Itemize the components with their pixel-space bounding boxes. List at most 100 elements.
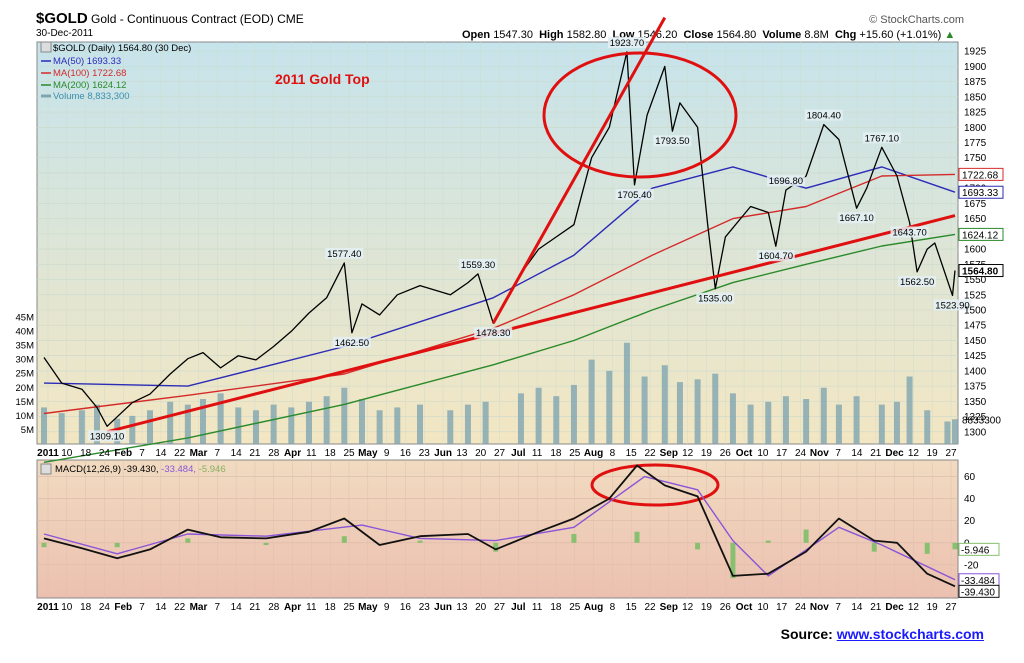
macd-panel [36,459,959,599]
x-tick-label: Feb [114,448,132,459]
macd-histogram-bar [803,529,809,543]
volume-tick-label: 45M [16,312,35,323]
x-tick-label: 2011 [37,448,59,459]
value-tag: 1693.33 [962,188,999,199]
volume-bar [641,376,648,444]
legend-ma50: MA(50) 1693.33 [53,56,121,67]
close-label: Close [683,29,714,41]
volume-bar [482,401,489,444]
macd-x-tick-label: 14 [231,602,243,613]
volume-bar [661,365,668,444]
macd-x-tick-label: 17 [776,602,788,613]
data-label: 1523.90 [935,300,969,311]
macd-histogram-bar [634,531,640,543]
chg-label: Chg [834,29,857,41]
trend-line [106,214,956,434]
volume-tick-label: 35M [16,341,35,352]
volume-bar [570,384,577,444]
x-tick-label: 21 [249,448,261,459]
volume-tick-label: 30M [16,355,35,366]
x-tick-label: 28 [268,448,280,459]
x-tick-label: 24 [795,448,807,459]
volume-bar [944,421,951,444]
source-label: Source: [780,626,833,642]
macd-x-tick-label: May [358,602,378,613]
macd-x-tick-label: 13 [456,602,468,613]
macd-histogram-bar [41,542,47,548]
data-label: 1705.40 [617,190,651,201]
volume-bar [341,387,348,444]
price-tick-label: 1650 [964,214,987,225]
data-label: 1767.10 [865,133,899,144]
data-label: 1793.50 [655,136,689,147]
volume-tick-label: 15M [16,397,35,408]
ma50-line [43,166,956,387]
annotation-title: 2011 Gold Top [275,71,370,87]
macd-x-tick-label: 15 [626,602,638,613]
data-label-bg [890,226,929,238]
x-tick-label: 9 [384,448,390,459]
data-label-bg [862,132,901,144]
macd-x-tick-label: 28 [268,602,280,613]
volume-bar [765,401,772,444]
volume-bar [952,419,958,444]
volume-bar [93,404,100,444]
price-tick-label: 1375 [964,382,987,393]
data-label: 1462.50 [335,338,369,349]
panel-menu-icon[interactable] [40,41,52,53]
data-label: 1923.70 [610,38,644,49]
macd-x-tick-label: Dec [885,602,904,613]
data-label-bg [696,292,735,304]
price-tick-label: 1500 [964,306,987,317]
volume-value-tag: 8833300 [962,415,1001,426]
x-tick-label: 22 [644,448,656,459]
macd-histogram-bar [695,542,701,550]
volume-bar [694,379,701,444]
volume-value: 8.8M [804,29,829,41]
volume-bar [924,410,931,444]
macd-x-tick-label: 7 [215,602,221,613]
x-tick-label: 10 [61,448,73,459]
open-value: 1547.30 [493,29,533,41]
volume-bar [835,404,842,444]
source-link[interactable]: www.stockcharts.com [836,626,984,642]
value-tag-box [958,185,1004,199]
macd-x-tick-label: 19 [701,602,713,613]
ma100-line [43,173,956,415]
x-tick-label: May [358,448,378,459]
price-tick-label: 1400 [964,366,987,377]
symbol-description: Gold - Continuous Contract (EOD) [91,12,274,26]
value-tag: 1722.68 [962,170,999,181]
x-tick-label: Sep [660,448,678,459]
data-label: 1696.80 [769,176,803,187]
macd-x-tick-label: 25 [343,602,355,613]
high-value: 1582.80 [566,29,607,41]
macd-histogram-bar [341,536,347,543]
legend-macd: MACD(12,26,9) -39.430, -33.484, -5.946 [55,464,226,475]
price-tick-label: 1675 [964,199,987,210]
x-tick-label: 12 [908,448,920,459]
volume-bar [288,407,295,444]
macd-x-tick-label: 18 [80,602,92,613]
volume-bar [517,393,524,444]
data-label: 1559.30 [461,260,495,271]
x-tick-label: 26 [720,448,732,459]
volume-bar [606,370,613,444]
macd-x-tick-label: 23 [419,602,431,613]
price-tick-label: 1825 [964,108,987,119]
x-tick-label: Dec [885,448,904,459]
volume-bar [270,404,277,444]
volume-bar [417,404,424,444]
volume-bar [623,342,630,444]
volume-bar [376,410,383,444]
macd-x-tick-label: 14 [155,602,167,613]
hist-value: -5.946 [199,464,226,475]
exchange-label: CME [277,12,304,26]
macd-menu-icon[interactable] [40,463,52,475]
data-label-bg [88,430,127,442]
macd-x-tick-label: 10 [61,602,73,613]
macd-histogram-bar [417,540,423,543]
volume-label: Volume [762,29,802,41]
data-label: 1804.40 [807,111,841,122]
macd-tag-box [958,584,1000,598]
